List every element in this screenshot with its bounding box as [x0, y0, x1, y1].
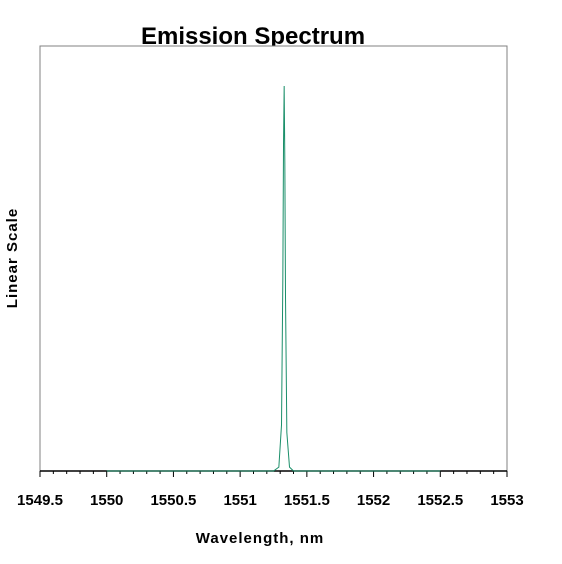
x-tick-label: 1551.5	[284, 492, 330, 509]
y-axis-label: Linear Scale	[4, 208, 21, 308]
x-axis-tick-labels: 1549.5 1550 1550.5 1551 1551.5 1552 1552.5 1553	[17, 492, 524, 509]
x-tick-label: 1553	[490, 492, 523, 509]
series-layer	[106, 85, 441, 472]
x-axis-label: Wavelength, nm	[196, 530, 324, 547]
series-line	[106, 85, 441, 472]
x-axis-ticks	[39, 471, 508, 477]
x-tick-label: 1550	[90, 492, 123, 509]
x-tick-label: 1552	[357, 492, 390, 509]
x-tick-label: 1552.5	[417, 492, 463, 509]
plot-area	[39, 45, 508, 472]
x-tick-label: 1549.5	[17, 492, 63, 509]
x-tick-label: 1550.5	[150, 492, 196, 509]
x-tick-label: 1551	[223, 492, 256, 509]
